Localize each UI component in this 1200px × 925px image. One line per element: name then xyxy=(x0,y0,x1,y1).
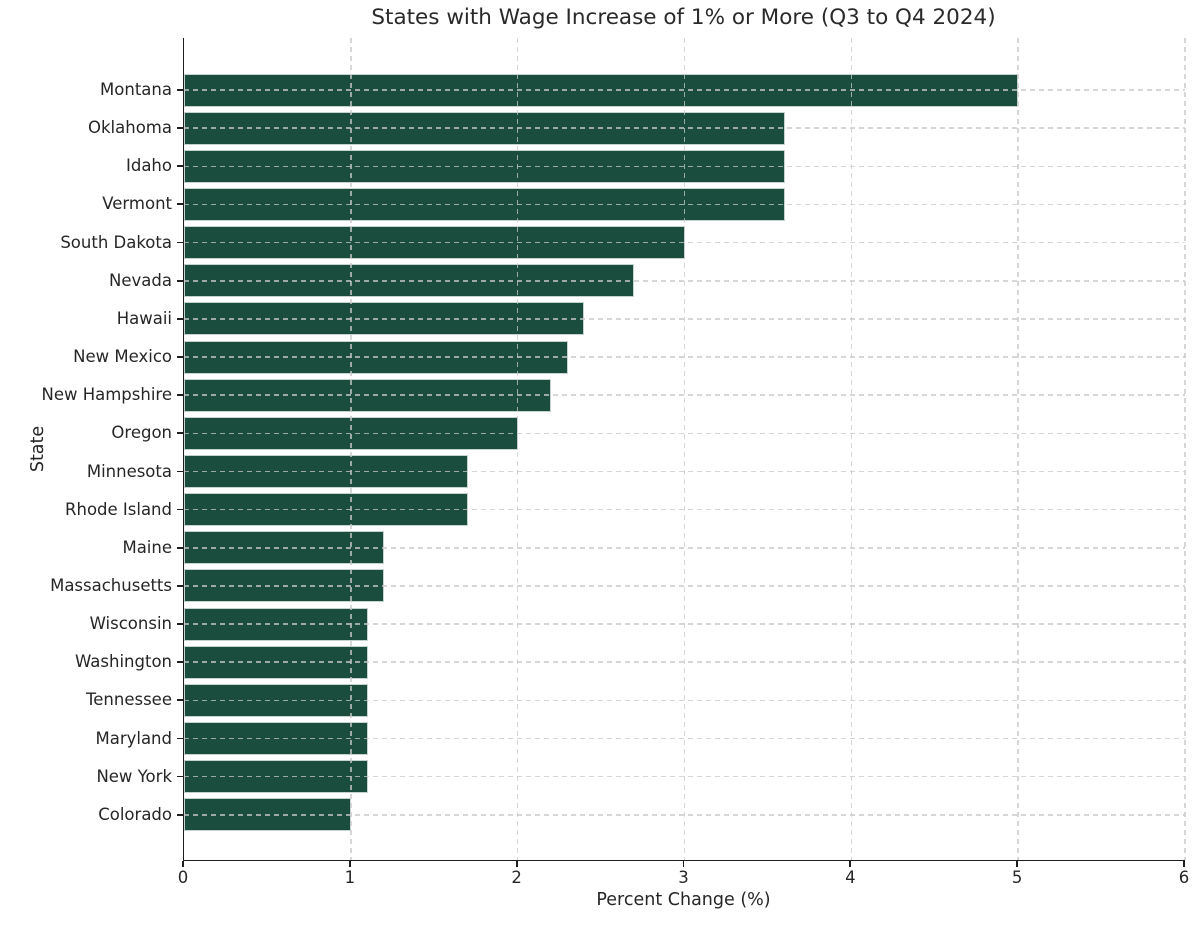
x-tick-mark-5 xyxy=(1016,861,1019,867)
y-tick-label-oklahoma: Oklahoma xyxy=(88,118,172,138)
y-tick-label-new-york: New York xyxy=(96,766,172,786)
y-tick-label-tennessee: Tennessee xyxy=(86,690,172,710)
y-tick-label-vermont: Vermont xyxy=(102,194,172,214)
y-tick-mark-montana xyxy=(177,89,183,91)
y-tick-label-massachusetts: Massachusetts xyxy=(50,575,172,595)
y-tick-mark-south-dakota xyxy=(177,241,183,244)
y-tick-mark-tennessee xyxy=(177,699,183,702)
x-tick-label-0: 0 xyxy=(177,868,189,887)
x-tick-mark-1 xyxy=(348,861,351,867)
y-tick-label-new-hampshire: New Hampshire xyxy=(41,385,172,405)
y-tick-mark-new-york xyxy=(177,775,183,778)
x-tick-mark-4 xyxy=(849,861,852,867)
y-tick-label-maine: Maine xyxy=(122,537,172,557)
gridline-v-3 xyxy=(683,38,686,860)
y-tick-label-maryland: Maryland xyxy=(95,728,172,748)
y-tick-label-new-mexico: New Mexico xyxy=(73,347,172,367)
y-tick-mark-vermont xyxy=(177,203,183,206)
y-tick-mark-rhode-island xyxy=(177,508,183,511)
x-tick-mark-6 xyxy=(1183,861,1185,867)
x-tick-mark-0 xyxy=(182,861,184,867)
y-tick-mark-maine xyxy=(177,546,183,549)
y-tick-label-washington: Washington xyxy=(75,652,172,672)
x-tick-mark-2 xyxy=(515,861,518,867)
y-tick-mark-minnesota xyxy=(177,470,183,473)
x-tick-label-4: 4 xyxy=(845,868,856,887)
y-tick-mark-wisconsin xyxy=(177,623,183,625)
x-tick-label-3: 3 xyxy=(678,868,689,887)
y-tick-mark-washington xyxy=(177,661,183,664)
y-tick-label-montana: Montana xyxy=(100,80,172,99)
gridline-v-6 xyxy=(1184,38,1186,860)
y-tick-label-rhode-island: Rhode Island xyxy=(65,499,172,519)
gridline-v-5 xyxy=(1017,38,1019,860)
y-tick-mark-new-mexico xyxy=(177,356,183,358)
y-tick-label-oregon: Oregon xyxy=(111,423,172,443)
y-tick-label-colorado: Colorado xyxy=(98,804,172,824)
y-tick-mark-idaho xyxy=(177,165,183,168)
gridline-v-1 xyxy=(350,38,352,860)
y-tick-label-nevada: Nevada xyxy=(109,270,172,290)
y-tick-mark-oregon xyxy=(177,432,183,435)
y-tick-mark-oklahoma xyxy=(177,127,183,129)
y-tick-mark-hawaii xyxy=(177,317,183,320)
chart-title: States with Wage Increase of 1% or More … xyxy=(371,5,996,30)
y-tick-mark-new-hampshire xyxy=(177,394,183,396)
x-tick-label-1: 1 xyxy=(344,868,356,887)
gridline-v-4 xyxy=(850,38,853,860)
x-tick-label-6: 6 xyxy=(1178,868,1190,887)
x-tick-label-2: 2 xyxy=(511,868,522,887)
x-tick-label-5: 5 xyxy=(1011,868,1023,887)
y-tick-label-minnesota: Minnesota xyxy=(86,461,172,481)
y-tick-mark-massachusetts xyxy=(177,584,183,587)
y-tick-mark-maryland xyxy=(177,737,183,740)
y-tick-mark-colorado xyxy=(177,813,183,816)
plot-area xyxy=(183,38,1186,861)
x-tick-mark-3 xyxy=(682,861,685,867)
gridline-v-2 xyxy=(516,38,519,860)
y-tick-label-wisconsin: Wisconsin xyxy=(89,614,172,634)
y-tick-mark-nevada xyxy=(177,279,183,282)
y-tick-label-idaho: Idaho xyxy=(125,156,172,176)
y-tick-label-hawaii: Hawaii xyxy=(116,308,172,328)
x-axis-label: Percent Change (%) xyxy=(596,890,771,910)
y-tick-label-south-dakota: South Dakota xyxy=(60,232,172,252)
